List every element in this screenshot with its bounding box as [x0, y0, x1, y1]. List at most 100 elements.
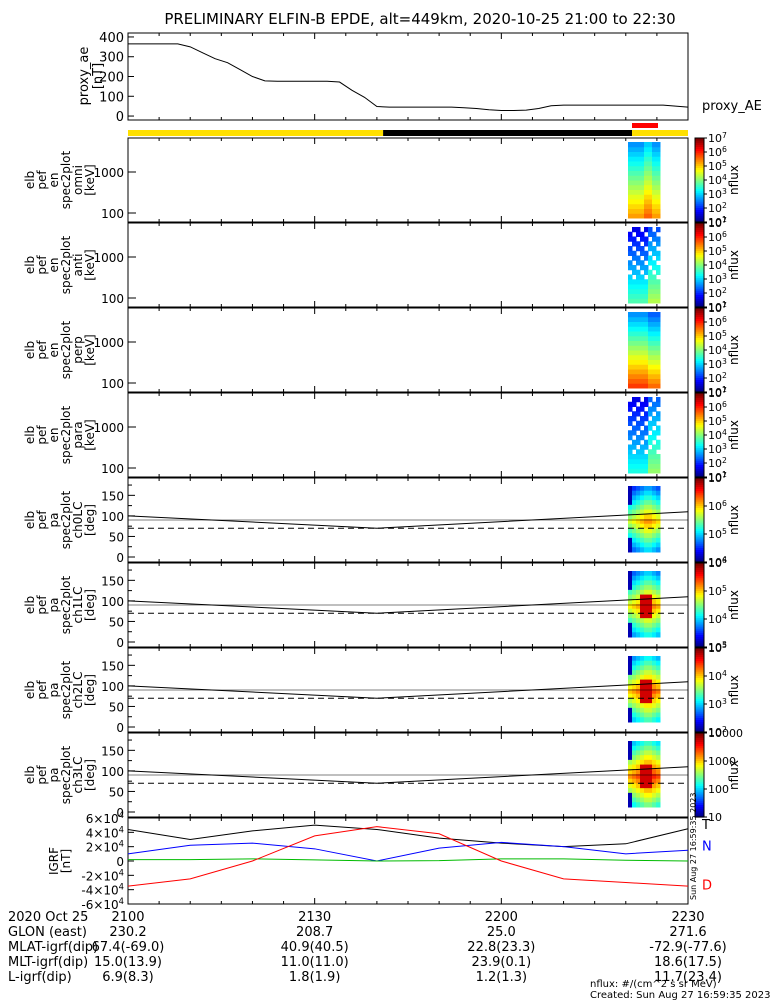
panel-en-anti-colorbar-step [695, 252, 704, 256]
panel-en-para-cell [652, 401, 657, 407]
panel-en-perp-cell [640, 378, 645, 384]
panel-en-perp-colorbar-step [695, 310, 704, 313]
panel-en-perp-cell [636, 340, 641, 346]
panel-en-para-colorbar-step [695, 472, 704, 476]
panel-en-anti-colorbar-step [695, 223, 704, 226]
panel-pa-ch2-cell [644, 717, 649, 723]
panel-en-para-colorbar-label: 106 [708, 400, 727, 415]
panel-pa-ch2-cell [648, 703, 653, 709]
panel-en-para-colorbar-step [695, 418, 704, 421]
panel-en-anti-cell [640, 288, 645, 294]
panel-pa-ch2-cell [636, 703, 641, 709]
panel-pa-ch2-cell [644, 656, 649, 662]
panel-pa-ch2-cell [628, 712, 633, 718]
panel-en-anti-cell [628, 274, 633, 280]
panel-en-para-cell [632, 468, 637, 474]
panel-pa-ch0-colorbar-step [695, 522, 704, 525]
panel-pa-ch3-cell [652, 741, 657, 747]
panel-en-omni-cell [644, 194, 649, 200]
panel-en-anti-cell [648, 279, 653, 285]
panel-pa-ch1-colorbar-step [695, 579, 704, 583]
panel-en-para-cell [636, 439, 641, 445]
panel-en-anti-cell [628, 246, 633, 252]
panel-pa-ch1-cell [640, 622, 645, 629]
panel-pa-ch0-colorbar-step [695, 509, 704, 513]
panel-en-perp-cell [656, 373, 661, 379]
panel-pa-ch3-cell [652, 755, 657, 761]
panel-en-para-colorbar-step [695, 432, 704, 436]
panel-pa-ch1-cell [632, 599, 637, 605]
panel-en-anti-cell [636, 260, 641, 266]
panel-pa-ch2-cell [648, 674, 653, 681]
panel-en-omni-cell [632, 180, 637, 186]
panel-pa-ch2-cell [632, 698, 637, 704]
panel-en-perp-cell [652, 378, 657, 384]
panel-en-omni-cell [644, 175, 649, 181]
panel-en-omni-cell [636, 184, 641, 190]
panel-pa-ch1-cell [652, 627, 657, 633]
panel-pa-ch2-cell [644, 703, 649, 709]
panel-pa-ch0-ytick-label: 0 [116, 551, 124, 565]
panel-pa-ch3-colorbar-step [695, 777, 704, 780]
panel-pa-ch3-cell [628, 778, 633, 784]
panel-en-anti-colorbar-step [695, 248, 704, 251]
panel-pa-ch3-colorbar-label: 100 [708, 783, 729, 796]
panel-pa-ch3-ytick-label: 0 [116, 806, 124, 820]
panel-en-omni-cell [648, 203, 653, 209]
panel-en-perp-cell [656, 331, 661, 337]
panel-en-omni-ylabel-line: [keV] [83, 164, 97, 195]
panel-pa-ch2-cell [628, 656, 633, 662]
panel-pa-ch2-cell [652, 670, 657, 676]
panel-en-omni-colorbar-step [695, 154, 704, 158]
panel-pa-ch0-cell [656, 504, 661, 511]
panel-en-para-cell [632, 439, 637, 445]
proxy-ae-ylabel: proxy_ae [nT] [77, 47, 106, 106]
panel-en-omni-cell [652, 208, 657, 214]
panel-pa-ch2-cell [640, 693, 645, 699]
panel-pa-ch3-cell [636, 750, 641, 756]
panel-en-perp-cell [648, 354, 653, 360]
panel-en-perp-cell [640, 326, 645, 332]
panel-en-perp-cell [628, 316, 633, 322]
panel-en-omni-cell [640, 199, 645, 205]
panel-pa-ch2-cell [644, 689, 649, 695]
panel-pa-ch3-colorbar-step [695, 775, 704, 778]
panel-pa-ch1-cell [636, 585, 641, 591]
units-note: nflux: #/(cm^2 s sr MeV) [590, 979, 717, 990]
panel-pa-ch0-cell [632, 528, 637, 534]
panel-pa-ch3-cell [656, 783, 661, 789]
panel-pa-ch3-cell [640, 764, 645, 770]
panel-en-perp-cell [636, 345, 641, 351]
panel-en-anti-colorbar-label-part: 10 [708, 287, 722, 300]
panel-pa-ch3-cell [632, 797, 637, 803]
panel-en-perp-cell [644, 354, 649, 360]
panel-en-anti-cell [628, 288, 633, 294]
panel-en-omni-cell [652, 194, 657, 200]
panel-pa-ch2-cell [652, 689, 657, 695]
x-axis-row-value: 11.0(11.0) [281, 955, 349, 970]
panel-pa-ch0-cell [644, 500, 649, 506]
panel-pa-ch1-colorbar-step [695, 640, 704, 644]
panel-pa-ch1-colorbar-label-part: 10 [708, 613, 722, 626]
panel-pa-ch2-cell [636, 670, 641, 676]
panel-pa-ch2-cell [640, 670, 645, 676]
panel-pa-ch2-cell [632, 665, 637, 671]
igrf-series-line [128, 858, 689, 862]
panel-pa-ch2-cell [652, 717, 657, 723]
panel-pa-ch1-colorbar-step [695, 571, 704, 575]
panel-en-para-cell [628, 444, 633, 450]
panel-pa-ch1-cell [636, 575, 641, 581]
panel-pa-ch3-colorbar-step [695, 751, 704, 755]
x-axis-tick-label: 2100 [111, 910, 144, 925]
panel-en-para-cell [632, 416, 637, 422]
panel-pa-ch0-cell [632, 519, 637, 525]
panel-pa-ch2-cell [656, 660, 661, 666]
panel-en-omni-cell [636, 189, 641, 195]
panel-en-anti-cell [632, 227, 637, 233]
panel-en-omni-cell [644, 184, 649, 190]
panel-pa-ch3-cell [628, 783, 633, 789]
panel-en-para-cell [644, 439, 649, 445]
panel-pa-ch0-colorbar-step [695, 480, 704, 483]
panel-en-anti-cell [644, 265, 649, 271]
